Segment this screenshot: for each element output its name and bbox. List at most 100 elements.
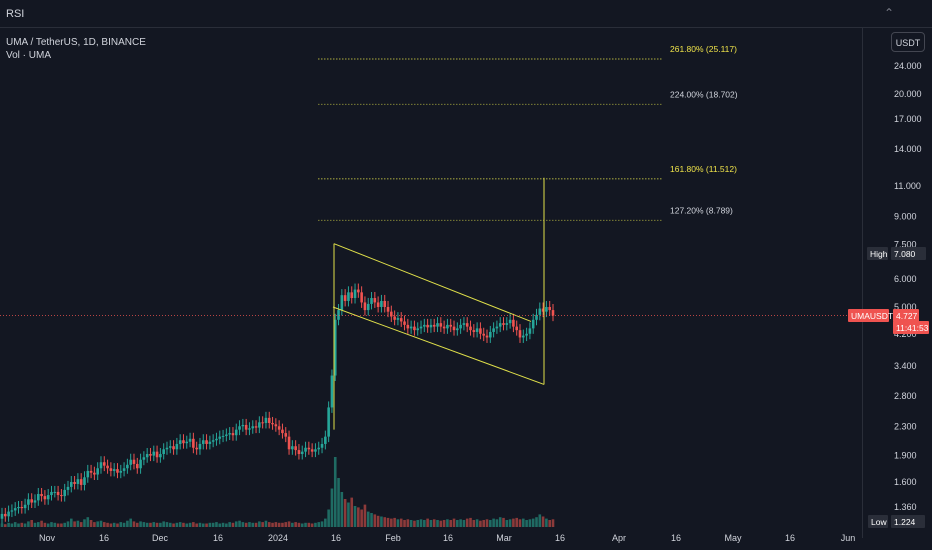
volume-bar (145, 522, 149, 527)
candle-body (238, 426, 241, 430)
volume-bar (297, 522, 301, 527)
candle-body (56, 491, 60, 496)
volume-bar (201, 523, 205, 527)
candle-body (380, 300, 383, 307)
candle-body (83, 477, 86, 485)
volume-bar (79, 522, 83, 527)
candle-body (274, 424, 278, 427)
channel-upper-line (333, 243, 532, 322)
volume-bar (383, 517, 387, 527)
candle-body (30, 499, 33, 503)
currency-button[interactable]: USDT (891, 32, 925, 52)
candle-body (10, 510, 14, 512)
volume-bar (347, 502, 350, 527)
chevron-icon[interactable]: ⌃ (883, 6, 895, 20)
volume-bar (3, 524, 7, 527)
volume-bar (228, 522, 231, 527)
volume-bar (320, 521, 324, 527)
candle-body (149, 454, 152, 456)
candle-body (205, 440, 208, 444)
symbol-legend[interactable]: UMA / TetherUS, 1D, BINANCE (6, 37, 146, 48)
candle-body (551, 310, 555, 316)
candle-body (498, 323, 502, 327)
candle-body (423, 324, 426, 327)
candle-body (528, 328, 532, 334)
volume-bar (307, 522, 311, 527)
volume-bar (538, 514, 542, 527)
volume-bar (261, 522, 264, 527)
volume-bar (419, 519, 423, 527)
volume-bar (416, 520, 420, 527)
candle-body (254, 426, 258, 428)
candle-body (135, 463, 139, 469)
volume-bar (333, 457, 337, 527)
candle-body (33, 500, 37, 503)
y-tick-label: 1.360 (894, 502, 917, 512)
volume-bar (172, 523, 175, 527)
volume-bar (155, 522, 159, 527)
volume-bar (287, 521, 291, 527)
volume-bar (53, 522, 57, 527)
volume-bar (258, 521, 261, 527)
volume-bar (152, 522, 156, 527)
candle-body (465, 323, 469, 327)
volume-bar (396, 519, 400, 527)
volume-bar (46, 523, 50, 527)
candle-body (409, 326, 413, 329)
candle-body (515, 326, 519, 331)
volume-bar (225, 523, 228, 527)
candle-body (112, 469, 116, 471)
candle-body (116, 469, 119, 473)
indicator-tab[interactable]: RSI (6, 8, 25, 20)
volume-bar (192, 522, 195, 527)
candle-body (27, 499, 30, 505)
volume-bar (535, 517, 538, 527)
volume-bar (515, 517, 519, 527)
volume-bar (86, 517, 90, 527)
candle-body (192, 438, 195, 448)
volume-bar (508, 519, 512, 527)
candle-body (284, 433, 288, 437)
candle-body (3, 513, 7, 517)
candle-body (376, 302, 380, 307)
volume-bar (442, 520, 446, 527)
volume-bar (291, 522, 294, 527)
volume-bar (159, 522, 162, 527)
candle-body (317, 447, 321, 450)
volume-legend[interactable]: Vol · UMA (6, 50, 52, 61)
volume-bar (432, 519, 436, 527)
volume-bar (208, 522, 212, 527)
candle-body (175, 443, 179, 450)
candle-body (99, 462, 103, 469)
candle-body (60, 495, 63, 497)
candle-body (277, 426, 281, 430)
candle-body (518, 330, 522, 338)
volume-bar (281, 522, 284, 527)
candle-body (541, 308, 545, 312)
volume-bar (304, 522, 307, 527)
candle-body (485, 335, 489, 338)
volume-bar (10, 523, 14, 527)
low-tag-label: Low (871, 517, 887, 527)
volume-bar (452, 518, 456, 527)
volume-bar (436, 520, 439, 527)
volume-bar (63, 522, 66, 527)
volume-bar (489, 520, 492, 527)
volume-bar (116, 523, 119, 527)
candle-body (436, 323, 439, 327)
candle-body (416, 328, 420, 331)
volume-bar (277, 522, 281, 527)
volume-bar (66, 521, 70, 527)
high-tag-label: High (870, 249, 888, 259)
volume-bar (56, 523, 60, 527)
volume-bar (149, 522, 152, 527)
volume-bar (43, 522, 47, 527)
volume-bar (370, 513, 373, 527)
candle-body (89, 470, 93, 473)
volume-bar (403, 520, 406, 527)
candle-body (373, 298, 377, 303)
channel-lower-line (332, 306, 545, 385)
candle-body (215, 438, 218, 441)
candle-body (7, 511, 10, 517)
